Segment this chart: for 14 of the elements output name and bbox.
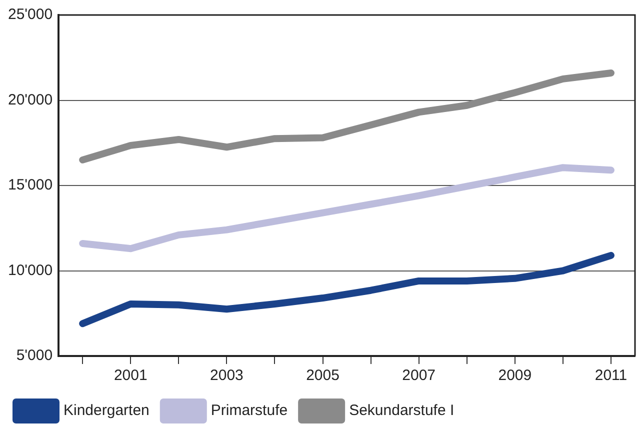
legend-label: Primarstufe [210,402,288,420]
y-tick-label: 5'000 [16,347,53,364]
y-tick-label: 10'000 [8,262,53,279]
y-tick-label: 25'000 [8,6,53,24]
x-tick-label: 2009 [498,367,532,384]
legend-label: Sekundarstufe I [349,402,454,420]
x-tick-label: 2005 [306,367,340,384]
x-tick-label: 2011 [594,367,628,384]
x-tick-label: 2001 [114,367,148,384]
x-tick-label: 2003 [210,367,244,384]
y-tick-label: 20'000 [8,91,53,108]
x-tick-label: 2007 [402,367,436,384]
legend-label: Kindergarten [64,402,150,420]
y-tick-label: 15'000 [8,176,53,194]
